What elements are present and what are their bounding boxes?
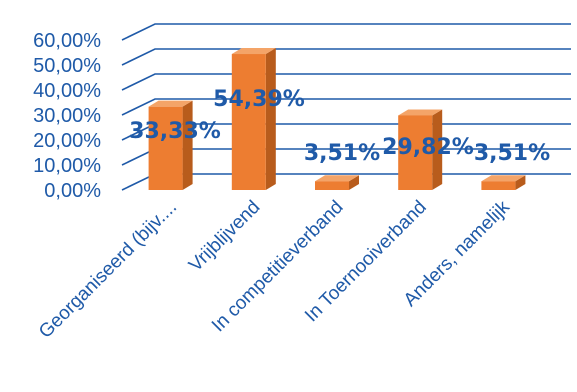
y-tick-label: 0,00% <box>44 180 101 202</box>
bar <box>148 100 193 190</box>
bar-front <box>231 54 266 191</box>
data-label: 3,51% <box>474 141 550 166</box>
y-tick-label: 60,00% <box>33 30 101 52</box>
gridline <box>121 48 571 66</box>
bar <box>315 175 359 190</box>
bar-top <box>231 48 276 55</box>
y-tick-label: 10,00% <box>33 155 101 177</box>
data-labels: 33,33% 54,39% 3,51% 29,82% 3,51% <box>129 87 550 166</box>
bar-front <box>481 181 516 190</box>
bar-side <box>349 175 359 190</box>
gridline <box>121 23 571 41</box>
y-tick-label: 20,00% <box>33 130 101 152</box>
y-tick-label: 40,00% <box>33 80 101 102</box>
y-tick-label: 50,00% <box>33 55 101 77</box>
bar-side <box>265 48 276 191</box>
gridline <box>121 98 571 116</box>
bar-top <box>398 109 443 116</box>
bar-side <box>515 175 526 190</box>
bars <box>148 48 526 191</box>
bar-front <box>398 115 433 190</box>
bar-side <box>182 100 193 190</box>
bar-front <box>148 106 183 190</box>
data-label: 3,51% <box>304 141 380 166</box>
data-label: 29,82% <box>382 135 474 160</box>
data-label: 33,33% <box>129 119 221 144</box>
x-tick-label: Vrijblijvend <box>185 197 264 276</box>
bar-top <box>481 175 526 182</box>
bar-top <box>315 175 359 182</box>
bar-side <box>432 109 443 190</box>
gridline <box>121 73 571 91</box>
bar-front <box>315 181 349 190</box>
data-label: 54,39% <box>213 87 305 112</box>
x-tick-label: Georganiseerd (bijv.... <box>35 197 181 343</box>
bar <box>398 109 443 190</box>
bar <box>231 48 276 191</box>
y-tick-label: 30,00% <box>33 105 101 127</box>
bar-top <box>148 100 193 107</box>
y-axis-ticks: 0,00% 10,00% 20,00% 30,00% 40,00% 50,00% 60,00… <box>33 30 101 202</box>
bar <box>481 175 526 190</box>
